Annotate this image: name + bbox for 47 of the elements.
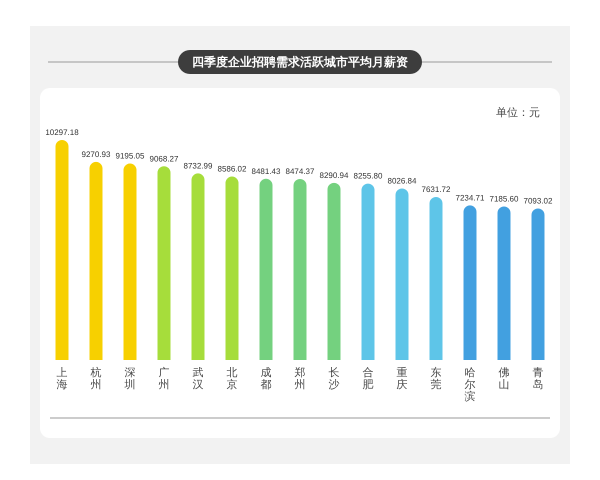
data-label: 7093.02: [524, 196, 554, 206]
data-label: 8586.02: [218, 164, 248, 174]
data-label: 7631.72: [422, 184, 452, 194]
bar: [362, 184, 374, 360]
text: 单位：元: [496, 106, 540, 119]
bar: [430, 196, 442, 360]
x-tick-label: 郑州: [294, 366, 306, 391]
x-tick-label: 上海: [56, 366, 68, 391]
x-tick-label: 武汉: [192, 366, 204, 391]
data-label: 8255.80: [354, 172, 384, 181]
bar: [124, 164, 136, 360]
bar: [260, 178, 272, 360]
data-label: 7234.71: [456, 193, 486, 202]
data-label: 8481.43: [252, 166, 282, 176]
x-tick-label: 重庆: [396, 366, 408, 391]
bar: [396, 188, 408, 360]
bar: [498, 206, 510, 360]
bar: [328, 182, 340, 360]
bar: [464, 205, 476, 360]
x-tick-label: 杭州: [90, 366, 102, 391]
bar: [158, 166, 170, 360]
data-label: 9068.27: [150, 154, 180, 164]
data-label: 8474.37: [286, 166, 316, 176]
x-tick-label: 成都: [260, 366, 272, 391]
data-label: 8732.99: [184, 161, 214, 170]
x-tick-label: 青岛: [532, 366, 544, 391]
x-tick-label: 深圳: [124, 366, 136, 391]
bar: [192, 173, 204, 360]
bar: [226, 176, 238, 360]
x-tick-label: 北京: [226, 366, 238, 391]
chart-title: 四季度企业招聘需求活跃城市平均月薪资: [192, 55, 408, 69]
x-tick-label: 东莞: [430, 366, 442, 391]
bar: [90, 162, 102, 360]
data-label: 9270.93: [82, 150, 112, 159]
bar: [56, 140, 68, 360]
data-label: 9195.05: [116, 152, 146, 161]
x-tick-label: 合肥: [362, 366, 374, 391]
data-label: 8026.84: [388, 176, 418, 186]
x-tick-label: 哈尔滨: [464, 366, 476, 403]
data-label: 10297.18: [45, 128, 80, 137]
bar: [532, 208, 544, 360]
data-label: 7185.60: [490, 194, 520, 204]
x-tick-label: 佛山: [498, 366, 510, 391]
data-label: 8290.94: [320, 170, 350, 180]
bar: [294, 178, 306, 360]
x-tick-label: 长沙: [328, 366, 340, 391]
x-tick-label: 广州: [158, 366, 170, 391]
